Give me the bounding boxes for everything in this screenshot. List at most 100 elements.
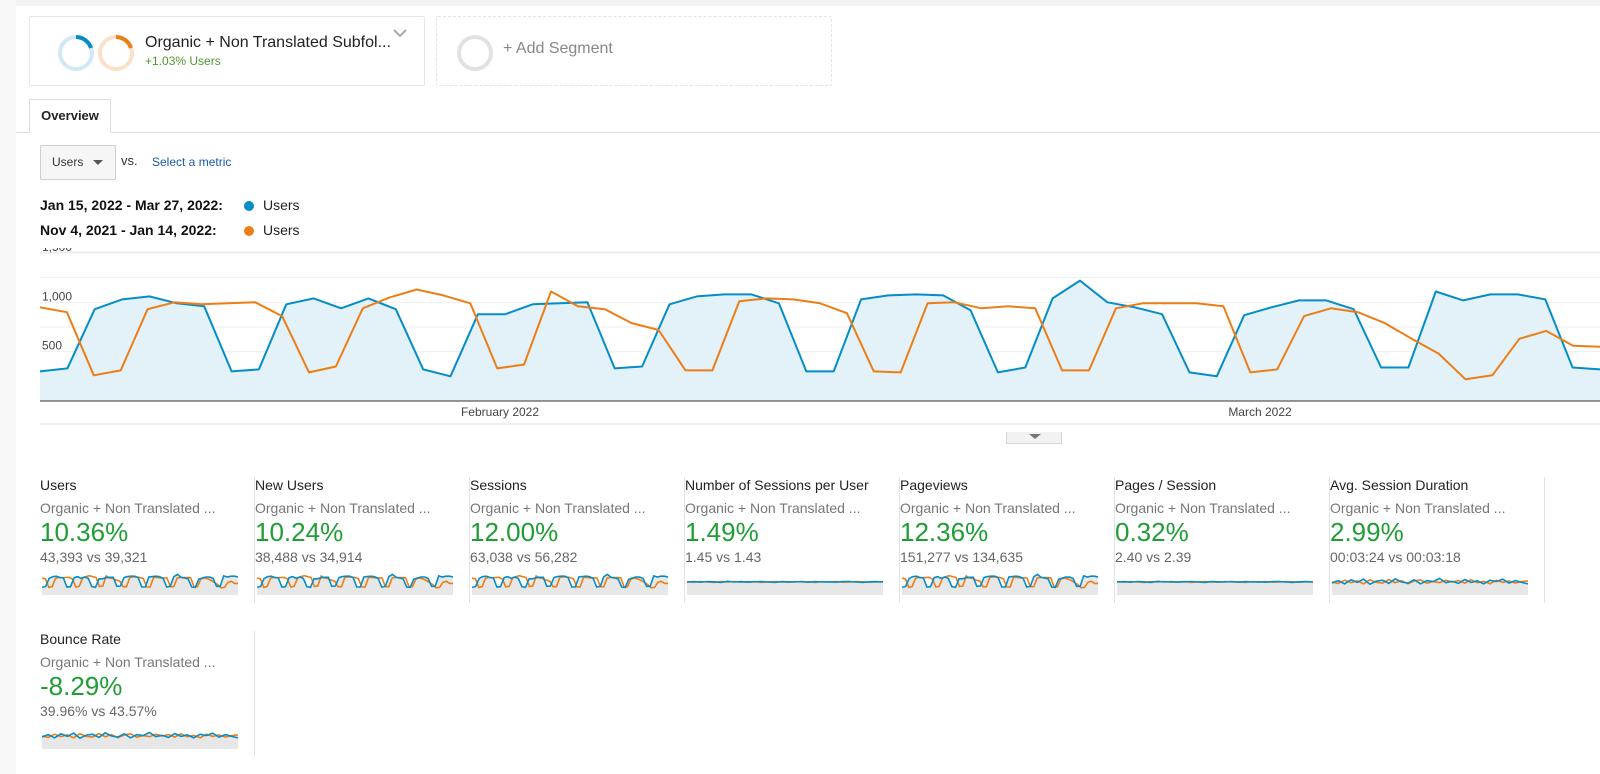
add-segment-label: + Add Segment	[503, 40, 613, 57]
tile-divider	[1114, 477, 1115, 603]
tile-segment: Organic + Non Translated ...	[1330, 500, 1506, 516]
metric-tile[interactable]: Avg. Session Duration Organic + Non Trans…	[1330, 477, 1545, 603]
legend-current-series: Users	[263, 197, 300, 213]
tile-comparison: 38,488 vs 34,914	[255, 549, 363, 565]
tile-comparison: 63,038 vs 56,282	[470, 549, 578, 565]
tile-label: Bounce Rate	[40, 631, 121, 647]
sparkline-previous	[472, 574, 668, 589]
tile-comparison: 00:03:24 vs 00:03:18	[1330, 549, 1461, 565]
y-tick-label: 1,000	[42, 289, 72, 303]
tab-overview[interactable]: Overview	[29, 99, 111, 133]
empty-segment-ring-icon	[457, 35, 493, 71]
tile-segment: Organic + Non Translated ...	[685, 500, 861, 516]
segment-subtitle: +1.03% Users	[145, 54, 221, 68]
tile-label: Number of Sessions per User	[685, 477, 869, 493]
legend-current-date: Jan 15, 2022 - Mar 27, 2022:	[40, 197, 223, 213]
metric-select[interactable]: Users	[40, 145, 116, 180]
tile-sparkline	[1332, 577, 1528, 595]
tile-divider	[899, 477, 900, 603]
series-line-current	[40, 279, 1600, 378]
collapse-arrow-icon	[1029, 434, 1041, 439]
tile-percent-change: 0.32%	[1115, 517, 1189, 547]
metric-tile[interactable]: New Users Organic + Non Translated ... 10.…	[255, 477, 470, 603]
tile-percent-change: 2.99%	[1330, 517, 1404, 547]
tile-label: Sessions	[470, 477, 527, 493]
tile-divider	[254, 477, 255, 603]
tile-percent-change: 12.36%	[900, 517, 989, 547]
users-line-chart[interactable]: 1,500 1,000 500 February 2022 March 2022	[40, 248, 1600, 440]
tile-percent-change: 12.00%	[470, 517, 559, 547]
tile-percent-change: 1.49%	[685, 517, 759, 547]
series-area-current	[40, 280, 1600, 401]
legend-current: Jan 15, 2022 - Mar 27, 2022: Users	[40, 197, 300, 213]
tile-sparkline	[902, 573, 1098, 595]
sparkline-area	[42, 574, 238, 595]
tile-label: Pages / Session	[1115, 477, 1217, 493]
tile-sparkline	[257, 573, 453, 595]
metric-tile[interactable]: Pages / Session Organic + Non Translated …	[1115, 477, 1330, 603]
metric-tile[interactable]: Pageviews Organic + Non Translated ... 12.…	[900, 477, 1115, 603]
sparkline-area	[472, 574, 668, 595]
sparkline-area	[687, 581, 883, 595]
x-tick-label: March 2022	[1228, 405, 1292, 419]
caret-down-icon	[93, 160, 103, 165]
sparkline-previous	[257, 574, 453, 589]
metric-tile[interactable]: Users Organic + Non Translated ... 10.36% 4…	[40, 477, 255, 603]
tile-divider	[254, 631, 255, 757]
chevron-down-icon[interactable]	[392, 27, 408, 39]
chart-collapse-toggle[interactable]	[1006, 432, 1062, 444]
select-metric-link[interactable]: Select a metric	[152, 155, 232, 169]
tile-divider	[469, 477, 470, 603]
tile-comparison: 1.45 vs 1.43	[685, 549, 762, 565]
metric-select-value: Users	[52, 155, 84, 169]
sparkline-current	[1332, 577, 1528, 586]
tile-comparison: 2.40 vs 2.39	[1115, 549, 1192, 565]
metric-tile[interactable]: Bounce Rate Organic + Non Translated ... -…	[40, 631, 255, 757]
tile-sparkline	[687, 580, 883, 595]
sparkline-previous	[42, 574, 238, 589]
sparkline-current	[42, 573, 238, 589]
metric-tile[interactable]: Number of Sessions per User Organic + Non…	[685, 477, 900, 603]
tile-divider	[1329, 477, 1330, 603]
tile-percent-change: 10.24%	[255, 517, 344, 547]
tile-segment: Organic + Non Translated ...	[255, 500, 431, 516]
sparkline-current	[902, 573, 1098, 589]
sparkline-previous	[902, 574, 1098, 589]
metric-tile[interactable]: Sessions Organic + Non Translated ... 12.0…	[470, 477, 685, 603]
tile-segment: Organic + Non Translated ...	[40, 500, 216, 516]
segment-card-active[interactable]: Organic + Non Translated Subfol... +1.03…	[29, 16, 425, 86]
segment-title: Organic + Non Translated Subfol...	[145, 34, 391, 51]
tile-percent-change: -8.29%	[40, 671, 123, 701]
legend-previous-dot	[244, 226, 254, 236]
tile-label: Avg. Session Duration	[1330, 477, 1469, 493]
tile-segment: Organic + Non Translated ...	[470, 500, 646, 516]
legend-previous-date: Nov 4, 2021 - Jan 14, 2022:	[40, 222, 217, 238]
vs-label: vs.	[121, 153, 138, 168]
tile-label: New Users	[255, 477, 324, 493]
sparkline-current	[257, 573, 453, 589]
tile-sparkline	[1117, 580, 1313, 595]
series-line-previous	[40, 288, 1600, 381]
tile-comparison: 151,277 vs 134,635	[900, 549, 1023, 565]
sparkline-area	[902, 574, 1098, 595]
legend-current-dot	[244, 201, 254, 211]
add-segment-button[interactable]: + Add Segment	[436, 16, 832, 86]
tile-label: Users	[40, 477, 77, 493]
x-tick-label: February 2022	[461, 405, 539, 419]
tile-sparkline	[42, 731, 238, 749]
left-strip	[0, 0, 16, 774]
tile-segment: Organic + Non Translated ...	[40, 654, 216, 670]
tile-divider	[684, 477, 685, 603]
tile-divider	[1544, 477, 1545, 603]
tile-percent-change: 10.36%	[40, 517, 129, 547]
top-strip	[0, 0, 1600, 6]
sparkline-current	[687, 580, 883, 584]
tile-sparkline	[472, 573, 668, 595]
legend-previous: Nov 4, 2021 - Jan 14, 2022: Users	[40, 222, 300, 238]
sparkline-area	[1117, 581, 1313, 595]
y-tick-label: 500	[42, 339, 62, 353]
tile-comparison: 39.96% vs 43.57%	[40, 703, 157, 719]
segment-donut-icon	[58, 35, 134, 71]
sparkline-area	[257, 574, 453, 595]
tile-sparkline	[42, 573, 238, 595]
